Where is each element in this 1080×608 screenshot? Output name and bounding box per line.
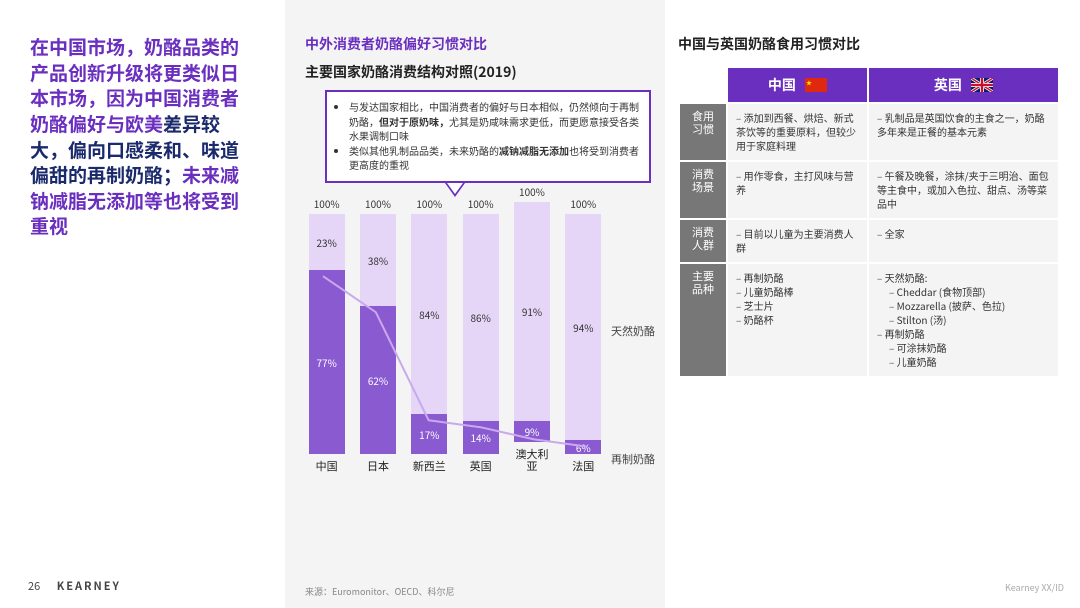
bar-seg-processed: 6% — [565, 440, 601, 454]
col-china-label: 中国 — [768, 75, 796, 95]
bar-category-label: 新西兰 — [413, 460, 446, 472]
bar-group: 100%14%86%英国 — [459, 214, 502, 472]
footer-left: 26 KEARNEY — [28, 578, 121, 594]
col-uk-label: 英国 — [934, 75, 962, 95]
cell-china: 目前以儿童为主要消费人群 — [728, 220, 867, 262]
bar-group: 100%6%94%法国 — [562, 214, 605, 472]
cell-item: 乳制品是英国饮食的主食之一，奶酪多年来是正餐的基本元素 — [877, 111, 1050, 139]
col-header-china: 中国 — [728, 68, 867, 102]
chart-panel: 中外消费者奶酪偏好习惯对比 主要国家奶酪消费结构对照(2019) 与发达国家相比… — [285, 0, 665, 608]
bar-seg-natural: 91% — [514, 202, 550, 420]
cell-uk: 午餐及晚餐，涂抹/夹于三明治、面包等主食中，或加入色拉、甜点、汤等菜品中 — [869, 162, 1058, 218]
cell-item: 用作零食，主打风味与营养 — [736, 169, 859, 197]
cell-china: 再制奶酪儿童奶酪棒芝士片奶酪杯 — [728, 264, 867, 376]
callout-box: 与发达国家相比，中国消费者的偏好与日本相似，仍然倾向于再制奶酪，但对于原奶味，尤… — [325, 90, 651, 183]
callout-item: 类似其他乳制品品类，未来奶酪的减钠减脂无添加也将受到消费者更高度的重视 — [349, 144, 639, 173]
right-title: 中国与英国奶酪食用习惯对比 — [678, 34, 1060, 54]
cell-item: 添加到西餐、烘焙、新式茶饮等的重要原料，但较少用于家庭料理 — [736, 111, 859, 153]
row-head: 食用习惯 — [680, 104, 726, 160]
cell-item: Stilton (汤) — [877, 313, 1050, 327]
cell-item: 儿童奶酪棒 — [736, 285, 859, 299]
bar-seg-processed: 14% — [463, 421, 499, 455]
cell-item: 儿童奶酪 — [877, 355, 1050, 369]
bar-seg-natural: 23% — [309, 214, 345, 269]
bar-seg-natural: 84% — [411, 214, 447, 414]
comparison-table: 中国 英国 食用习惯添加到西餐、烘焙、新式茶饮等的重要原料，但较少用于家庭料理乳… — [678, 66, 1060, 378]
cell-item: 可涂抹奶酪 — [877, 341, 1050, 355]
bar-group: 100%62%38%日本 — [356, 214, 399, 472]
bar-category-label: 澳大利亚 — [510, 448, 553, 472]
brand-logo: KEARNEY — [57, 578, 121, 594]
bar-seg-processed: 77% — [309, 270, 345, 455]
row-head: 主要品种 — [680, 264, 726, 376]
cell-item: Cheddar (食物顶部) — [877, 285, 1050, 299]
bar-seg-natural: 94% — [565, 214, 601, 440]
comparison-panel: 中国与英国奶酪食用习惯对比 中国 英国 — [678, 34, 1060, 378]
cell-item: 芝士片 — [736, 299, 859, 313]
bar-total-label: 100% — [411, 196, 447, 211]
bar-group: 100%77%23%中国 — [305, 214, 348, 472]
cell-uk: 全家 — [869, 220, 1058, 262]
bar-total-label: 100% — [309, 196, 345, 211]
cell-item: 目前以儿童为主要消费人群 — [736, 227, 859, 255]
footer-right: Kearney XX/ID — [1005, 581, 1064, 594]
bar-group: 100%17%84%新西兰 — [408, 214, 451, 472]
cell-item: 再制奶酪 — [736, 271, 859, 285]
bar-category-label: 英国 — [470, 460, 492, 472]
cell-item: 天然奶酪: — [877, 271, 1050, 285]
bar-seg-processed: 17% — [411, 414, 447, 454]
flag-uk-icon — [971, 77, 993, 91]
bar-category-label: 中国 — [316, 460, 338, 472]
cell-item: 全家 — [877, 227, 1050, 241]
mid-title-2: 主要国家奶酪消费结构对照(2019) — [305, 62, 655, 82]
cell-uk: 天然奶酪:Cheddar (食物顶部)Mozzarella (披萨、色拉)Sti… — [869, 264, 1058, 376]
mid-title-1: 中外消费者奶酪偏好习惯对比 — [305, 34, 655, 54]
bar-category-label: 日本 — [367, 460, 389, 472]
legend-natural: 天然奶酪 — [611, 323, 655, 339]
cell-china: 添加到西餐、烘焙、新式茶饮等的重要原料，但较少用于家庭料理 — [728, 104, 867, 160]
bar-seg-processed: 9% — [514, 421, 550, 443]
cell-item: 午餐及晚餐，涂抹/夹于三明治、面包等主食中，或加入色拉、甜点、汤等菜品中 — [877, 169, 1050, 211]
row-head: 消费人群 — [680, 220, 726, 262]
stacked-bar-chart: 100% 77%23% 中国 100% 62%38% 日本 100% 17%84% 新西兰 100… — [305, 193, 655, 513]
row-head: 消费场景 — [680, 162, 726, 218]
bar-group: 100%9%91%澳大利亚 — [510, 202, 553, 472]
bar-category-label: 法国 — [572, 460, 594, 472]
bar-total-label: 100% — [360, 196, 396, 211]
headline: 在中国市场，奶酪品类的产品创新升级将更类似日本市场，因为中国消费者奶酪偏好与欧美… — [30, 34, 255, 239]
cell-china: 用作零食，主打风味与营养 — [728, 162, 867, 218]
bar-total-label: 100% — [463, 196, 499, 211]
cell-item: Mozzarella (披萨、色拉) — [877, 299, 1050, 313]
flag-china-icon — [805, 77, 827, 91]
cell-item: 再制奶酪 — [877, 327, 1050, 341]
legend-processed: 再制奶酪 — [611, 451, 655, 467]
source-text: 来源：Euromonitor、OECD、科尔尼 — [305, 585, 454, 598]
bar-seg-natural: 86% — [463, 214, 499, 420]
cell-item: 奶酪杯 — [736, 313, 859, 327]
bar-seg-natural: 38% — [360, 214, 396, 305]
bar-seg-processed: 62% — [360, 306, 396, 455]
col-header-uk: 英国 — [869, 68, 1058, 102]
callout-item: 与发达国家相比，中国消费者的偏好与日本相似，仍然倾向于再制奶酪，但对于原奶味，尤… — [349, 100, 639, 144]
bar-total-label: 100% — [514, 184, 550, 199]
page-number: 26 — [28, 578, 40, 594]
cell-uk: 乳制品是英国饮食的主食之一，奶酪多年来是正餐的基本元素 — [869, 104, 1058, 160]
bar-total-label: 100% — [565, 196, 601, 211]
